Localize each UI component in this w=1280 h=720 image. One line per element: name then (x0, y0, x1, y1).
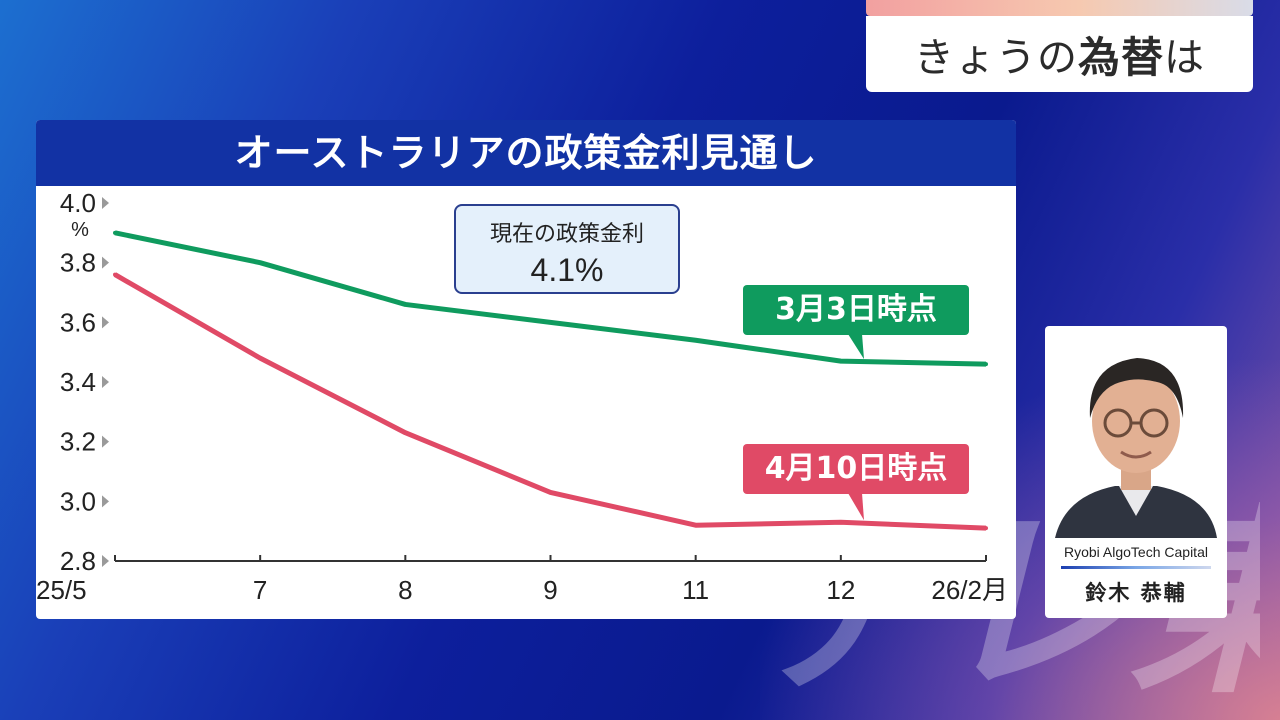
data-point (984, 526, 988, 531)
data-point (693, 338, 698, 343)
data-point (693, 523, 698, 528)
company-underline (1061, 566, 1211, 569)
series-label-april: 4月10日時点 (743, 444, 969, 494)
data-point (548, 490, 553, 495)
corner-title: きょうの 為替は (866, 16, 1253, 92)
y-tick-label: 3.0 (60, 486, 96, 516)
x-tick-label: 25/5 (36, 575, 87, 605)
series-label-april-pointer (848, 493, 864, 521)
current-rate-value: 4.1% (530, 252, 604, 288)
corner-title-emphasis: 為替 (1077, 32, 1164, 82)
series-label-march: 3月3日時点 (743, 285, 969, 335)
commentator-card: Ryobi AlgoTech Capital 鈴木 恭輔 (1045, 326, 1227, 618)
x-tick-label: 8 (398, 575, 412, 605)
y-tick-label: 3.2 (60, 427, 96, 457)
data-point (548, 320, 553, 325)
data-point (258, 356, 263, 361)
data-point (838, 520, 843, 525)
y-tick-marker (102, 435, 109, 448)
data-point (984, 362, 988, 367)
data-point (113, 272, 117, 277)
y-tick-marker (102, 376, 109, 388)
y-tick-label: 3.8 (60, 248, 96, 278)
y-tick-marker (102, 256, 109, 269)
x-tick-label: 7 (253, 575, 267, 605)
y-tick-marker (102, 316, 109, 329)
data-point (113, 230, 117, 235)
corner-title-suffix: は (1164, 35, 1205, 81)
line-chart: 4.0 3.8 3.6 3.4 3.2 3.0 2.8% 25/5 7 8 9 11 12 26/2月 (36, 188, 1008, 605)
y-axis-unit: % (71, 219, 89, 241)
series-label-march-pointer (848, 334, 864, 360)
y-tick-marker (102, 197, 109, 209)
y-tick-marker (102, 555, 109, 567)
y-tick-label: 2.8 (60, 546, 96, 576)
y-tick-label: 3.6 (60, 307, 96, 337)
x-tick-label: 26/2月 (931, 575, 1008, 605)
data-point (403, 430, 408, 435)
chart-panel: オーストラリアの政策金利見通し 4.0 3.8 3.6 3.4 3.2 3.0 2.8% 25… (36, 120, 1016, 619)
x-tick-label: 12 (826, 575, 855, 605)
commentator-name: 鈴木 恭輔 (1085, 581, 1187, 605)
data-point (838, 359, 843, 364)
current-rate-callout: 現在の政策金利 4.1% (454, 204, 680, 294)
chart-title: オーストラリアの政策金利見通し (36, 120, 1016, 186)
y-tick-label: 4.0 (60, 188, 96, 218)
commentator-portrait (1055, 358, 1217, 538)
title-accent-strip (866, 0, 1253, 16)
data-point (403, 302, 408, 307)
x-tick-label: 11 (682, 575, 709, 605)
x-tick-label: 9 (543, 575, 557, 605)
current-rate-label: 現在の政策金利 (489, 222, 644, 247)
y-tick-label: 3.4 (60, 367, 96, 397)
company-name: Ryobi AlgoTech Capital (1064, 544, 1208, 560)
data-point (258, 260, 263, 265)
y-tick-marker (102, 495, 109, 508)
corner-title-prefix: きょうの (913, 35, 1078, 81)
